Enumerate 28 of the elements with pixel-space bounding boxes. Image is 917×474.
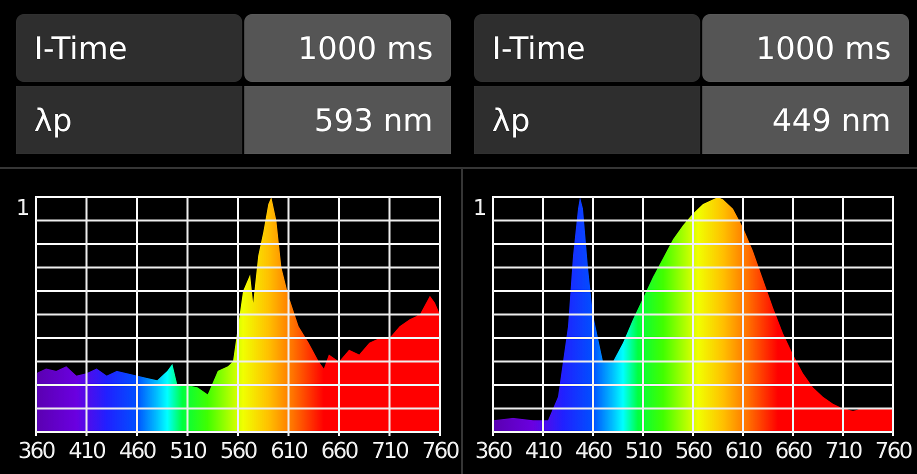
x-tick-label: 660 [321, 439, 358, 464]
x-tick-label: 360 [475, 439, 512, 464]
x-tick-label: 510 [625, 439, 662, 464]
text: 593 nm [314, 103, 433, 139]
x-tick-label: 710 [825, 439, 862, 464]
text: 1000 ms [298, 31, 433, 67]
text: 1000 ms [756, 31, 891, 67]
x-tick-label: 610 [270, 439, 308, 464]
text: λp [34, 103, 72, 139]
x-tick-label: 360 [18, 439, 55, 464]
text: 1 [16, 196, 30, 221]
text: 449 nm [772, 103, 891, 139]
x-tick-label: 560 [675, 439, 712, 464]
x-tick-label: 410 [68, 439, 106, 464]
x-tick-label: 760 [422, 439, 459, 464]
x-tick-label: 610 [725, 439, 762, 464]
x-tick-label: 760 [875, 439, 912, 464]
x-tick-label: 460 [119, 439, 156, 464]
text: I-Time [492, 31, 586, 67]
x-tick-label: 460 [575, 439, 612, 464]
x-tick-label: 560 [220, 439, 257, 464]
x-tick-label: 510 [170, 439, 206, 464]
x-tick-label: 410 [525, 439, 562, 464]
text: I-Time [34, 31, 128, 67]
text: λp [492, 103, 530, 139]
x-tick-label: 660 [775, 439, 812, 464]
x-tick-label: 710 [372, 439, 408, 464]
text: 1 [473, 196, 487, 221]
